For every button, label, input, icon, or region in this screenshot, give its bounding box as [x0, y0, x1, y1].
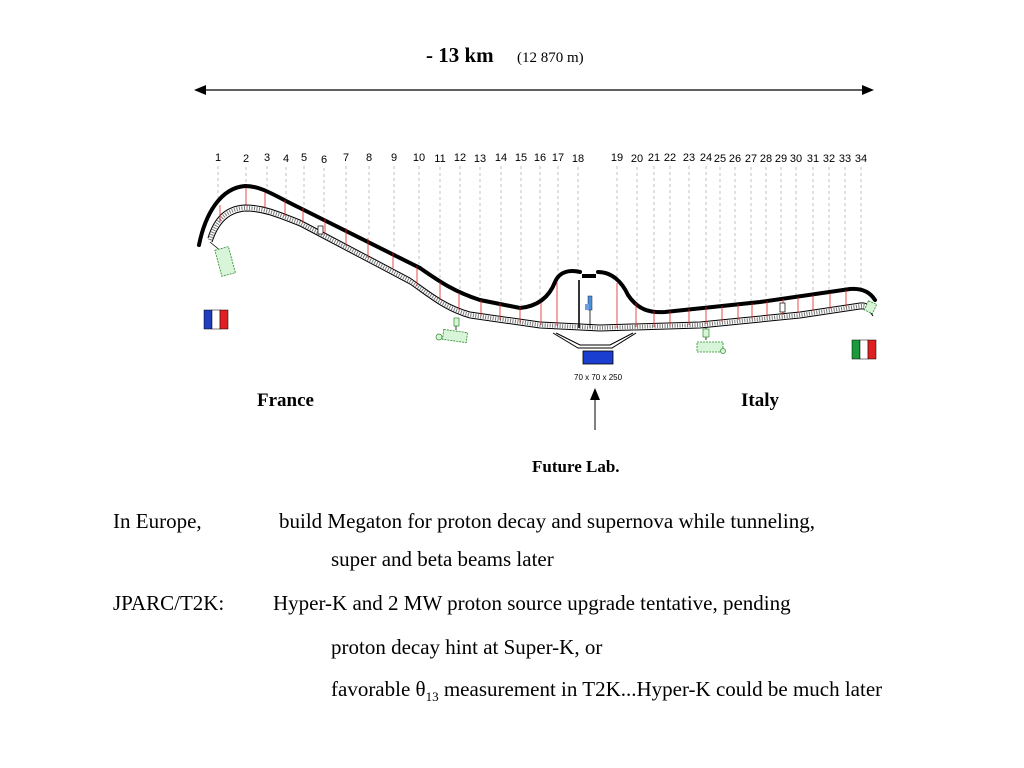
europe-line-2: super and beta beams later — [331, 547, 554, 571]
scale-distance-detail: (12 870 m) — [517, 50, 584, 66]
tunnel-profile-diagram: - 13 km (12 870 m) 1 2 3 4 5 6 7 8 9 10 11 12 13 14 15… — [194, 43, 878, 476]
future-lab-cavern — [582, 350, 614, 365]
jparc-line-3: favorable θ13 measurement in T2K...Hyper… — [331, 668, 882, 711]
km-marker-label: 7 — [343, 152, 349, 164]
km-marker-label: 10 — [413, 152, 425, 164]
jparc-line-2: proton decay hint at Super-K, or — [331, 635, 603, 659]
access-structure-france — [435, 317, 469, 344]
km-marker-label: 2 — [243, 153, 249, 165]
scale-distance: - 13 km — [426, 43, 494, 67]
theta-subscript: 13 — [425, 689, 439, 704]
km-marker-label: 13 — [474, 153, 486, 165]
km-marker-label: 34 — [855, 153, 867, 165]
jparc-line-3-post: measurement in T2K...Hyper-K could be mu… — [438, 677, 883, 701]
future-lab-label: Future Lab. — [532, 457, 620, 476]
km-marker-label: 31 — [807, 153, 819, 165]
km-marker-label: 32 — [823, 153, 835, 165]
access-structure-france-portal — [209, 241, 236, 277]
km-marker-label: 20 — [631, 153, 643, 165]
km-marker-label: 19 — [611, 152, 623, 164]
km-marker-label: 25 — [714, 153, 726, 165]
lab-dimensions: 70 x 70 x 250 — [574, 373, 623, 382]
km-marker-label: 26 — [729, 153, 741, 165]
km-marker-label: 22 — [664, 152, 676, 164]
jparc-label: JPARC/T2K: — [113, 591, 225, 615]
km-marker-label: 6 — [321, 154, 327, 166]
tunnel — [207, 204, 875, 332]
mountain-surface-right — [596, 270, 877, 315]
km-marker-label: 33 — [839, 153, 851, 165]
km-marker-label: 5 — [301, 152, 307, 164]
future-lab-arrow — [590, 388, 600, 430]
italy-flag — [851, 339, 877, 360]
country-label-france: France — [257, 390, 314, 411]
km-marker-label: 15 — [515, 152, 527, 164]
europe-label: In Europe, — [113, 509, 202, 533]
km-marker-label: 3 — [264, 152, 270, 164]
scale-arrow — [194, 85, 874, 95]
km-marker-label: 4 — [283, 153, 289, 165]
km-marker-label: 30 — [790, 153, 802, 165]
tunnel-structure-right — [779, 302, 786, 313]
lab-shaft — [552, 280, 637, 365]
country-label-italy: Italy — [741, 390, 780, 411]
km-marker-label: 8 — [366, 152, 372, 164]
access-structure-italy-portal — [863, 300, 878, 315]
france-flag — [203, 309, 229, 330]
km-marker-label: 16 — [534, 152, 546, 164]
jparc-line-3-pre: favorable θ — [331, 677, 426, 701]
km-marker-label: 12 — [454, 152, 466, 164]
km-marker-label: 18 — [572, 153, 584, 165]
km-marker-label: 24 — [700, 152, 712, 164]
km-marker-label: 1 — [215, 152, 221, 164]
jparc-line-1: Hyper-K and 2 MW proton source upgrade t… — [273, 591, 791, 615]
access-structure-italy — [696, 328, 726, 354]
km-marker-label: 28 — [760, 153, 772, 165]
europe-line-1: build Megaton for proton decay and super… — [279, 509, 815, 533]
tunnel-structure — [317, 225, 324, 235]
km-marker-label: 9 — [391, 152, 397, 164]
km-marker-label: 11 — [434, 153, 445, 165]
mountain-surface — [197, 183, 582, 311]
km-marker-label: 21 — [648, 152, 660, 164]
km-marker-label: 27 — [745, 153, 757, 165]
km-markers: 1 2 3 4 5 6 7 8 9 10 11 12 13 14 15 16 17 18 19 20 21 22 23 24 2… — [215, 152, 867, 309]
km-marker-label: 23 — [683, 152, 695, 164]
km-marker-label: 29 — [775, 153, 787, 165]
km-marker-label: 17 — [552, 152, 564, 164]
km-marker-label: 14 — [495, 152, 507, 164]
